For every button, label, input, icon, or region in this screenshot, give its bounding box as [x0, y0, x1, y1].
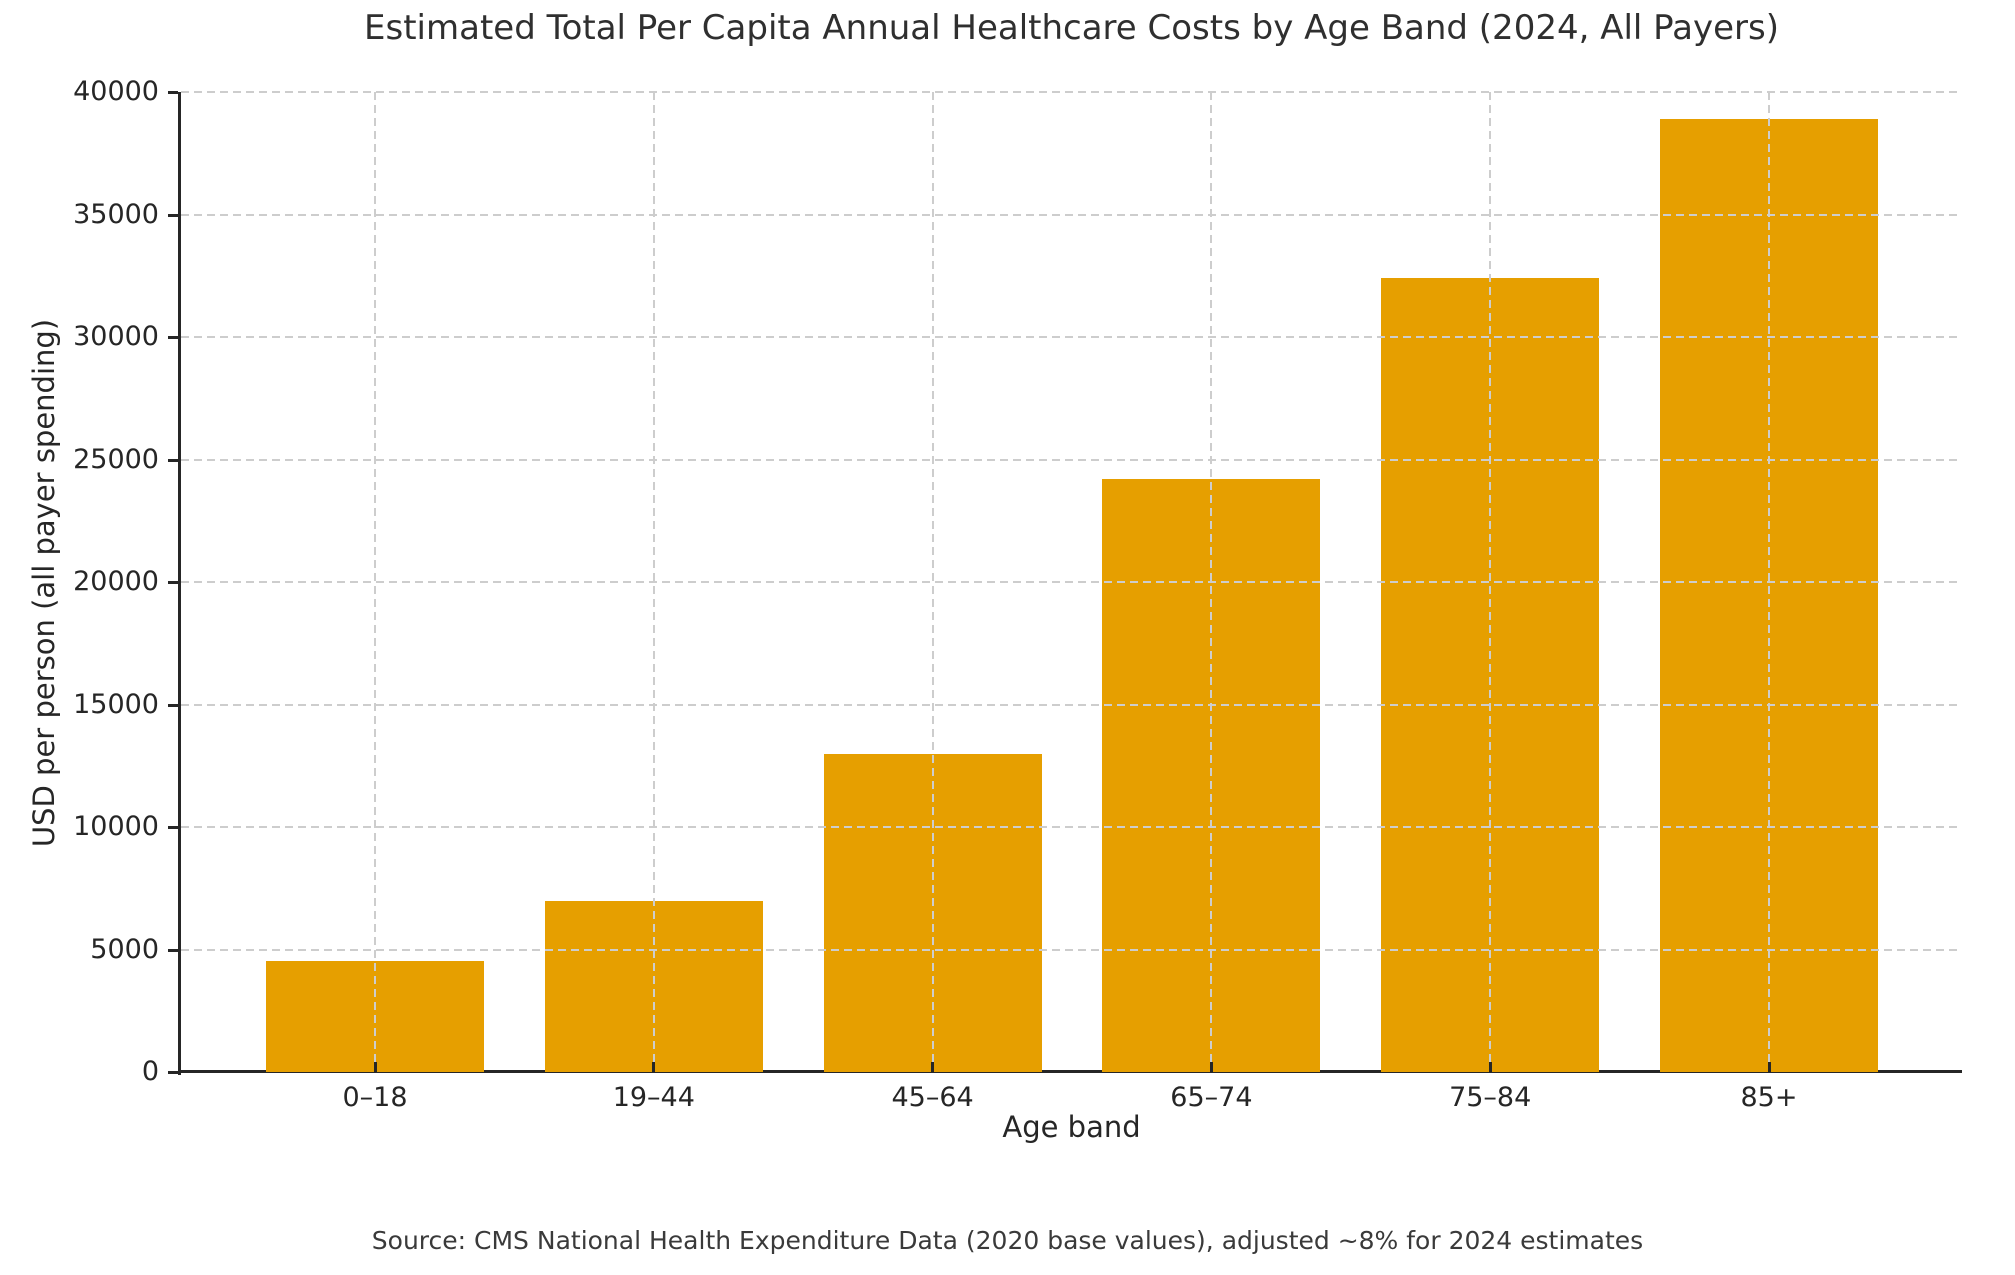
x-tick-mark [652, 1062, 656, 1072]
v-gridline [931, 92, 934, 1072]
x-axis-label: Age band [1002, 1110, 1141, 1144]
v-gridline [1489, 92, 1492, 1072]
y-tick-mark [168, 581, 178, 584]
y-tick-mark [168, 948, 178, 952]
h-gridline [181, 336, 1962, 338]
h-gridline [181, 91, 1962, 93]
x-tick-mark [931, 1062, 935, 1072]
h-gridline [181, 213, 1962, 216]
v-gridline [374, 92, 376, 1072]
y-tick-label: 25000 [73, 443, 159, 475]
x-tick-label: 19–44 [612, 1082, 695, 1113]
h-gridline [181, 948, 1962, 951]
y-tick-mark [168, 91, 178, 94]
h-gridline [181, 826, 1962, 828]
y-tick-label: 35000 [73, 198, 159, 230]
y-tick-mark [168, 213, 178, 217]
x-axis-spine [178, 1070, 1962, 1073]
chart-title: Estimated Total Per Capita Annual Health… [364, 8, 1779, 48]
x-tick-label: 0–18 [342, 1082, 408, 1113]
x-tick-mark [1488, 1062, 1492, 1072]
y-tick-label: 30000 [73, 321, 159, 352]
v-gridline [652, 92, 655, 1072]
source-note: Source: CMS National Health Expenditure … [371, 1226, 1644, 1255]
y-tick-mark [168, 826, 178, 829]
x-tick-label: 85+ [1740, 1082, 1798, 1113]
x-tick-label: 45–64 [891, 1082, 974, 1113]
h-gridline [181, 581, 1962, 583]
y-tick-mark [168, 458, 178, 462]
v-gridline [1768, 92, 1770, 1072]
y-tick-label: 0 [141, 1056, 159, 1087]
x-tick-mark [1209, 1062, 1213, 1072]
y-tick-label: 15000 [73, 688, 159, 720]
x-tick-mark [373, 1062, 377, 1072]
y-tick-label: 40000 [73, 76, 159, 107]
v-gridline [1210, 92, 1213, 1072]
x-tick-label: 65–74 [1170, 1082, 1253, 1113]
y-tick-mark [168, 703, 178, 707]
x-tick-mark [1767, 1062, 1771, 1072]
x-tick-label: 75–84 [1449, 1082, 1532, 1113]
y-tick-mark [168, 336, 178, 339]
y-tick-label: 10000 [73, 811, 159, 842]
plot-area [181, 91, 1962, 1072]
h-gridline [181, 703, 1962, 706]
y-tick-mark [168, 1071, 178, 1074]
y-axis-spine [178, 92, 181, 1075]
h-gridline [181, 458, 1962, 461]
y-tick-label: 5000 [90, 933, 159, 965]
y-tick-label: 20000 [73, 566, 159, 597]
